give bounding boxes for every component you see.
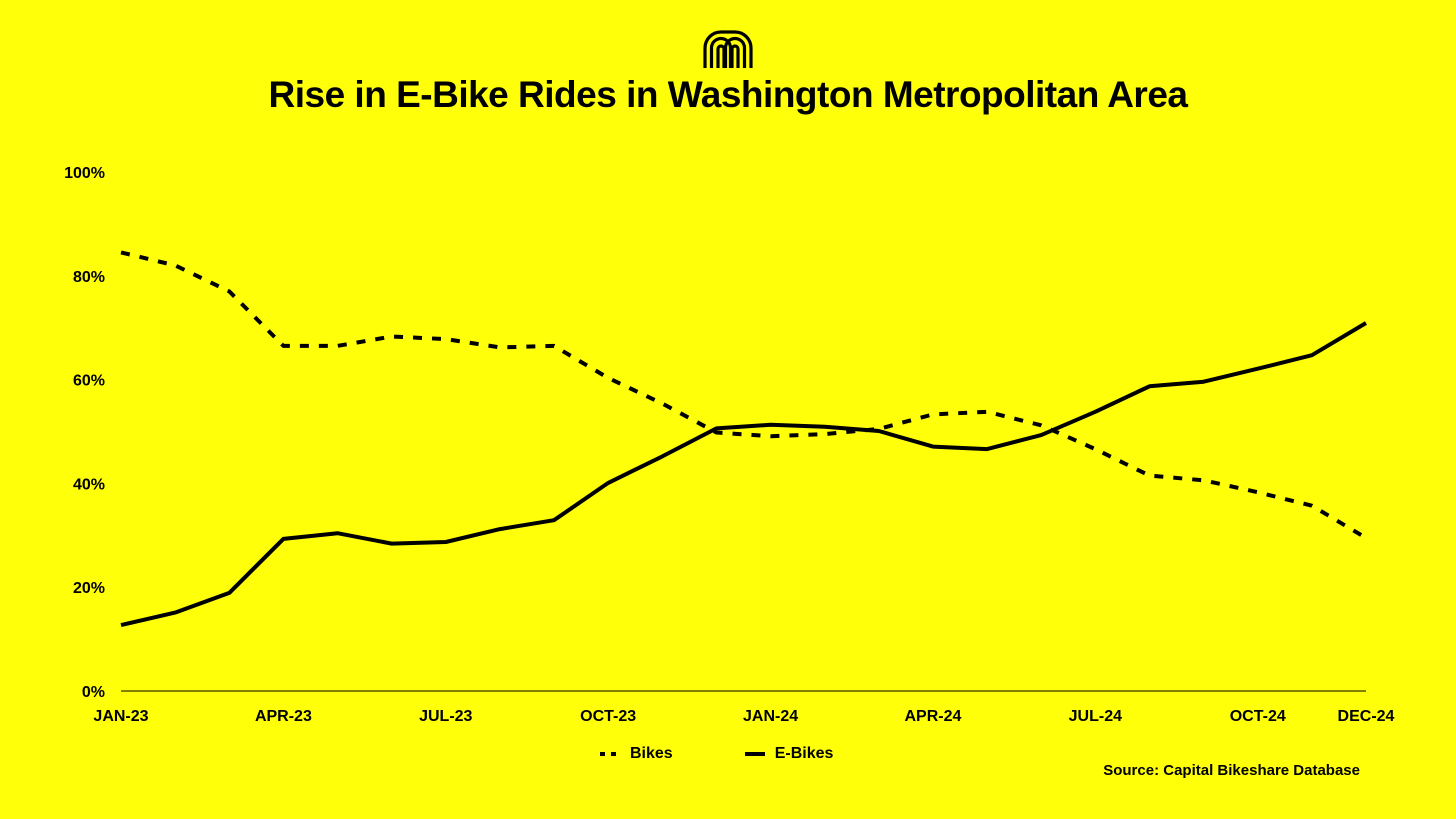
data-point-e-bikes [552,518,556,522]
data-point-e-bikes [877,429,881,433]
data-point-bikes [281,344,285,348]
data-point-bikes [985,410,989,414]
y-axis: 0% 20% 40% 60% 80% 100% [64,165,105,701]
data-point-bikes [1147,474,1151,478]
data-point-e-bikes [498,527,502,531]
x-axis: JAN-23 APR-23 JUL-23 OCT-23 JAN-24 APR-24 JUL-… [93,690,1395,725]
dashed-line-swatch-icon [600,752,620,756]
data-point-bikes [606,376,610,380]
x-tick-label: JUL-23 [419,708,472,725]
data-point-e-bikes [714,426,718,430]
data-point-e-bikes [606,481,610,485]
x-tick-label: APR-23 [255,708,312,725]
data-point-bikes [1310,504,1314,508]
data-point-bikes [498,345,502,349]
data-point-bikes [552,344,556,348]
data-point-bikes [390,335,394,339]
data-point-bikes [173,263,177,267]
data-point-e-bikes [281,537,285,541]
x-tick-label: OCT-24 [1230,708,1286,725]
data-point-bikes [227,289,231,293]
data-point-e-bikes [1310,353,1314,357]
x-tick-label: JAN-24 [743,708,798,725]
data-point-bikes [769,434,773,438]
data-point-e-bikes [985,447,989,451]
y-tick-label: 0% [82,684,105,701]
legend-label-bikes: Bikes [630,745,673,762]
data-point-bikes [1202,478,1206,482]
data-point-bikes [1364,536,1368,540]
data-point-e-bikes [336,531,340,535]
data-point-bikes [444,337,448,341]
data-point-e-bikes [173,611,177,615]
data-point-e-bikes [444,540,448,544]
data-point-e-bikes [1364,321,1368,325]
data-point-bikes [336,344,340,348]
y-tick-label: 20% [73,580,105,597]
data-point-bikes [823,432,827,436]
data-point-e-bikes [769,423,773,427]
x-tick-label: JAN-23 [93,708,148,725]
chart-legend: Bikes E-Bikes [600,744,905,764]
data-point-bikes [1039,423,1043,427]
data-point-e-bikes [660,454,664,458]
data-point-e-bikes [1093,410,1097,414]
x-tick-label: OCT-23 [580,708,636,725]
data-point-e-bikes [390,542,394,546]
y-tick-label: 80% [73,269,105,286]
series-line-bikes [120,250,1368,540]
series-layer [119,250,1368,628]
data-point-e-bikes [1039,433,1043,437]
data-point-bikes [1093,447,1097,451]
data-point-bikes [1256,490,1260,494]
x-tick-label: DEC-24 [1338,708,1395,725]
chart-title: Rise in E-Bike Rides in Washington Metro… [268,74,1188,115]
source-note: Source: Capital Bikeshare Database [1103,762,1360,779]
data-point-e-bikes [823,425,827,429]
legend-item-bikes: Bikes [600,745,673,763]
data-point-e-bikes [227,591,231,595]
series-line-e-bikes [120,321,1368,628]
data-point-bikes [931,412,935,416]
data-point-e-bikes [931,445,935,449]
solid-line-swatch-icon [744,752,765,756]
y-tick-label: 100% [64,165,105,182]
capital-bikeshare-logo-icon [703,30,753,68]
x-tick-label: JUL-24 [1069,708,1122,725]
data-point-e-bikes [119,623,123,627]
legend-label-e-bikes: E-Bikes [774,745,834,762]
data-point-bikes [119,250,123,254]
x-tick-label: APR-24 [905,708,962,725]
data-point-e-bikes [1256,367,1260,371]
data-point-e-bikes [1202,380,1206,384]
data-point-e-bikes [1147,384,1151,388]
y-tick-label: 60% [73,373,105,390]
legend-item-e-bikes: E-Bikes [744,745,834,763]
y-tick-label: 40% [73,476,105,493]
data-point-bikes [660,401,664,405]
